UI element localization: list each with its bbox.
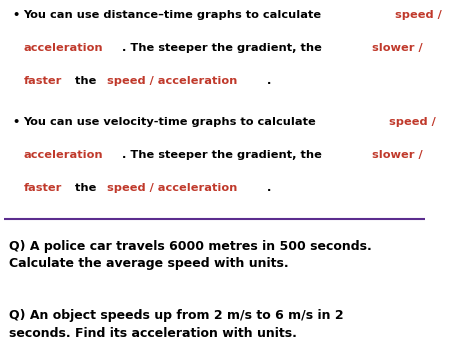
Text: •: •: [13, 117, 20, 127]
Text: the: the: [71, 183, 100, 193]
Text: slower /: slower /: [372, 43, 423, 53]
Text: . The steeper the gradient, the: . The steeper the gradient, the: [122, 43, 325, 53]
Text: slower /: slower /: [372, 150, 423, 160]
Text: .: .: [267, 183, 272, 193]
Text: acceleration: acceleration: [23, 150, 103, 160]
Text: speed /: speed /: [389, 117, 436, 127]
Text: speed /: speed /: [395, 10, 442, 20]
Text: .: .: [267, 76, 272, 87]
Text: acceleration: acceleration: [23, 43, 103, 53]
Text: Q) An object speeds up from 2 m/s to 6 m/s in 2
seconds. Find its acceleration w: Q) An object speeds up from 2 m/s to 6 m…: [9, 309, 343, 338]
Text: . The steeper the gradient, the: . The steeper the gradient, the: [122, 150, 325, 160]
Text: You can use distance–time graphs to calculate: You can use distance–time graphs to calc…: [23, 10, 326, 20]
Text: You can use velocity-time graphs to calculate: You can use velocity-time graphs to calc…: [23, 117, 320, 127]
Text: speed / acceleration: speed / acceleration: [107, 183, 237, 193]
Text: the: the: [71, 76, 100, 87]
Text: •: •: [13, 10, 20, 20]
Text: faster: faster: [23, 183, 62, 193]
Text: faster: faster: [23, 76, 62, 87]
Text: speed / acceleration: speed / acceleration: [107, 76, 237, 87]
Text: Q) A police car travels 6000 metres in 500 seconds.
Calculate the average speed : Q) A police car travels 6000 metres in 5…: [9, 240, 371, 270]
